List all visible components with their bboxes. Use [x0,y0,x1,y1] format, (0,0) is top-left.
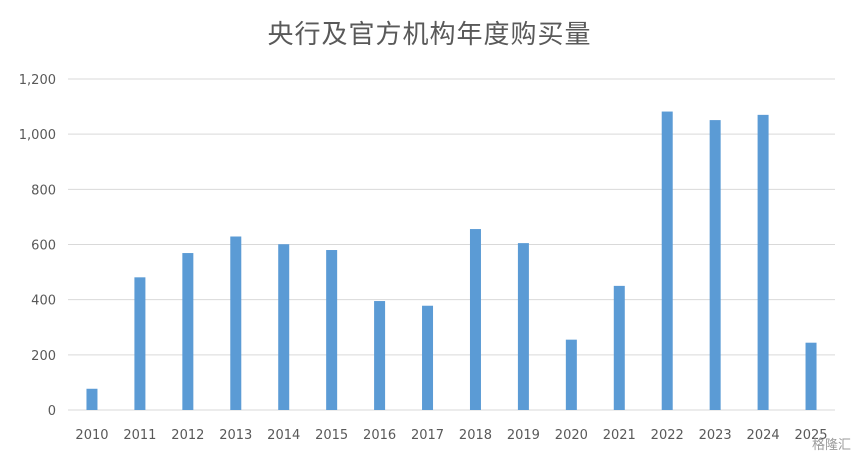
watermark: 格隆汇 [811,438,851,453]
bar-2016 [374,301,386,410]
x-tick-label: 2019 [507,428,540,443]
y-tick-label: 400 [31,294,56,309]
x-tick-label: 2013 [219,428,252,443]
x-tick-label: 2016 [363,428,396,443]
bar-2015 [326,250,338,410]
x-tick-label: 2021 [603,428,636,443]
x-tick-label: 2018 [459,428,492,443]
bar-2013 [230,236,242,410]
x-tick-label: 2014 [267,428,300,443]
bar-2025 [805,342,817,410]
y-tick-label: 1,200 [19,73,56,88]
y-tick-label: 800 [31,183,56,198]
bar-2024 [757,114,769,410]
y-tick-label: 1,000 [19,128,56,143]
x-tick-label: 2010 [75,428,108,443]
y-tick-label: 200 [31,349,56,364]
bar-2017 [422,305,434,410]
x-axis-ticks: 2010 2011 2012 2013 2014 2015 2016 2017 2018 2019… [75,428,827,443]
bar-2011 [134,277,146,410]
x-tick-label: 2022 [651,428,684,443]
x-tick-label: 2017 [411,428,444,443]
bar-2022 [661,111,673,410]
bar-2012 [182,253,194,410]
x-tick-label: 2025 [794,428,827,443]
bar-2020 [565,339,577,410]
x-tick-label: 2024 [747,428,780,443]
bar-2021 [613,285,625,410]
x-tick-label: 2011 [123,428,156,443]
bar-2019 [517,243,529,410]
x-tick-label: 2023 [699,428,732,443]
bar-2014 [278,244,290,410]
bars [86,111,817,410]
y-tick-label: 600 [31,239,56,254]
bar-2018 [469,229,481,410]
bar-2010 [86,388,98,410]
grid-lines [68,78,835,411]
x-tick-label: 2015 [315,428,348,443]
y-axis-ticks: 0 200 400 600 800 1,000 1,200 [19,73,56,419]
y-tick-label: 0 [48,404,56,419]
chart-title: 央行及官方机构年度购买量 [267,20,592,50]
x-tick-label: 2020 [555,428,588,443]
x-tick-label: 2012 [171,428,204,443]
bar-2023 [709,120,721,410]
